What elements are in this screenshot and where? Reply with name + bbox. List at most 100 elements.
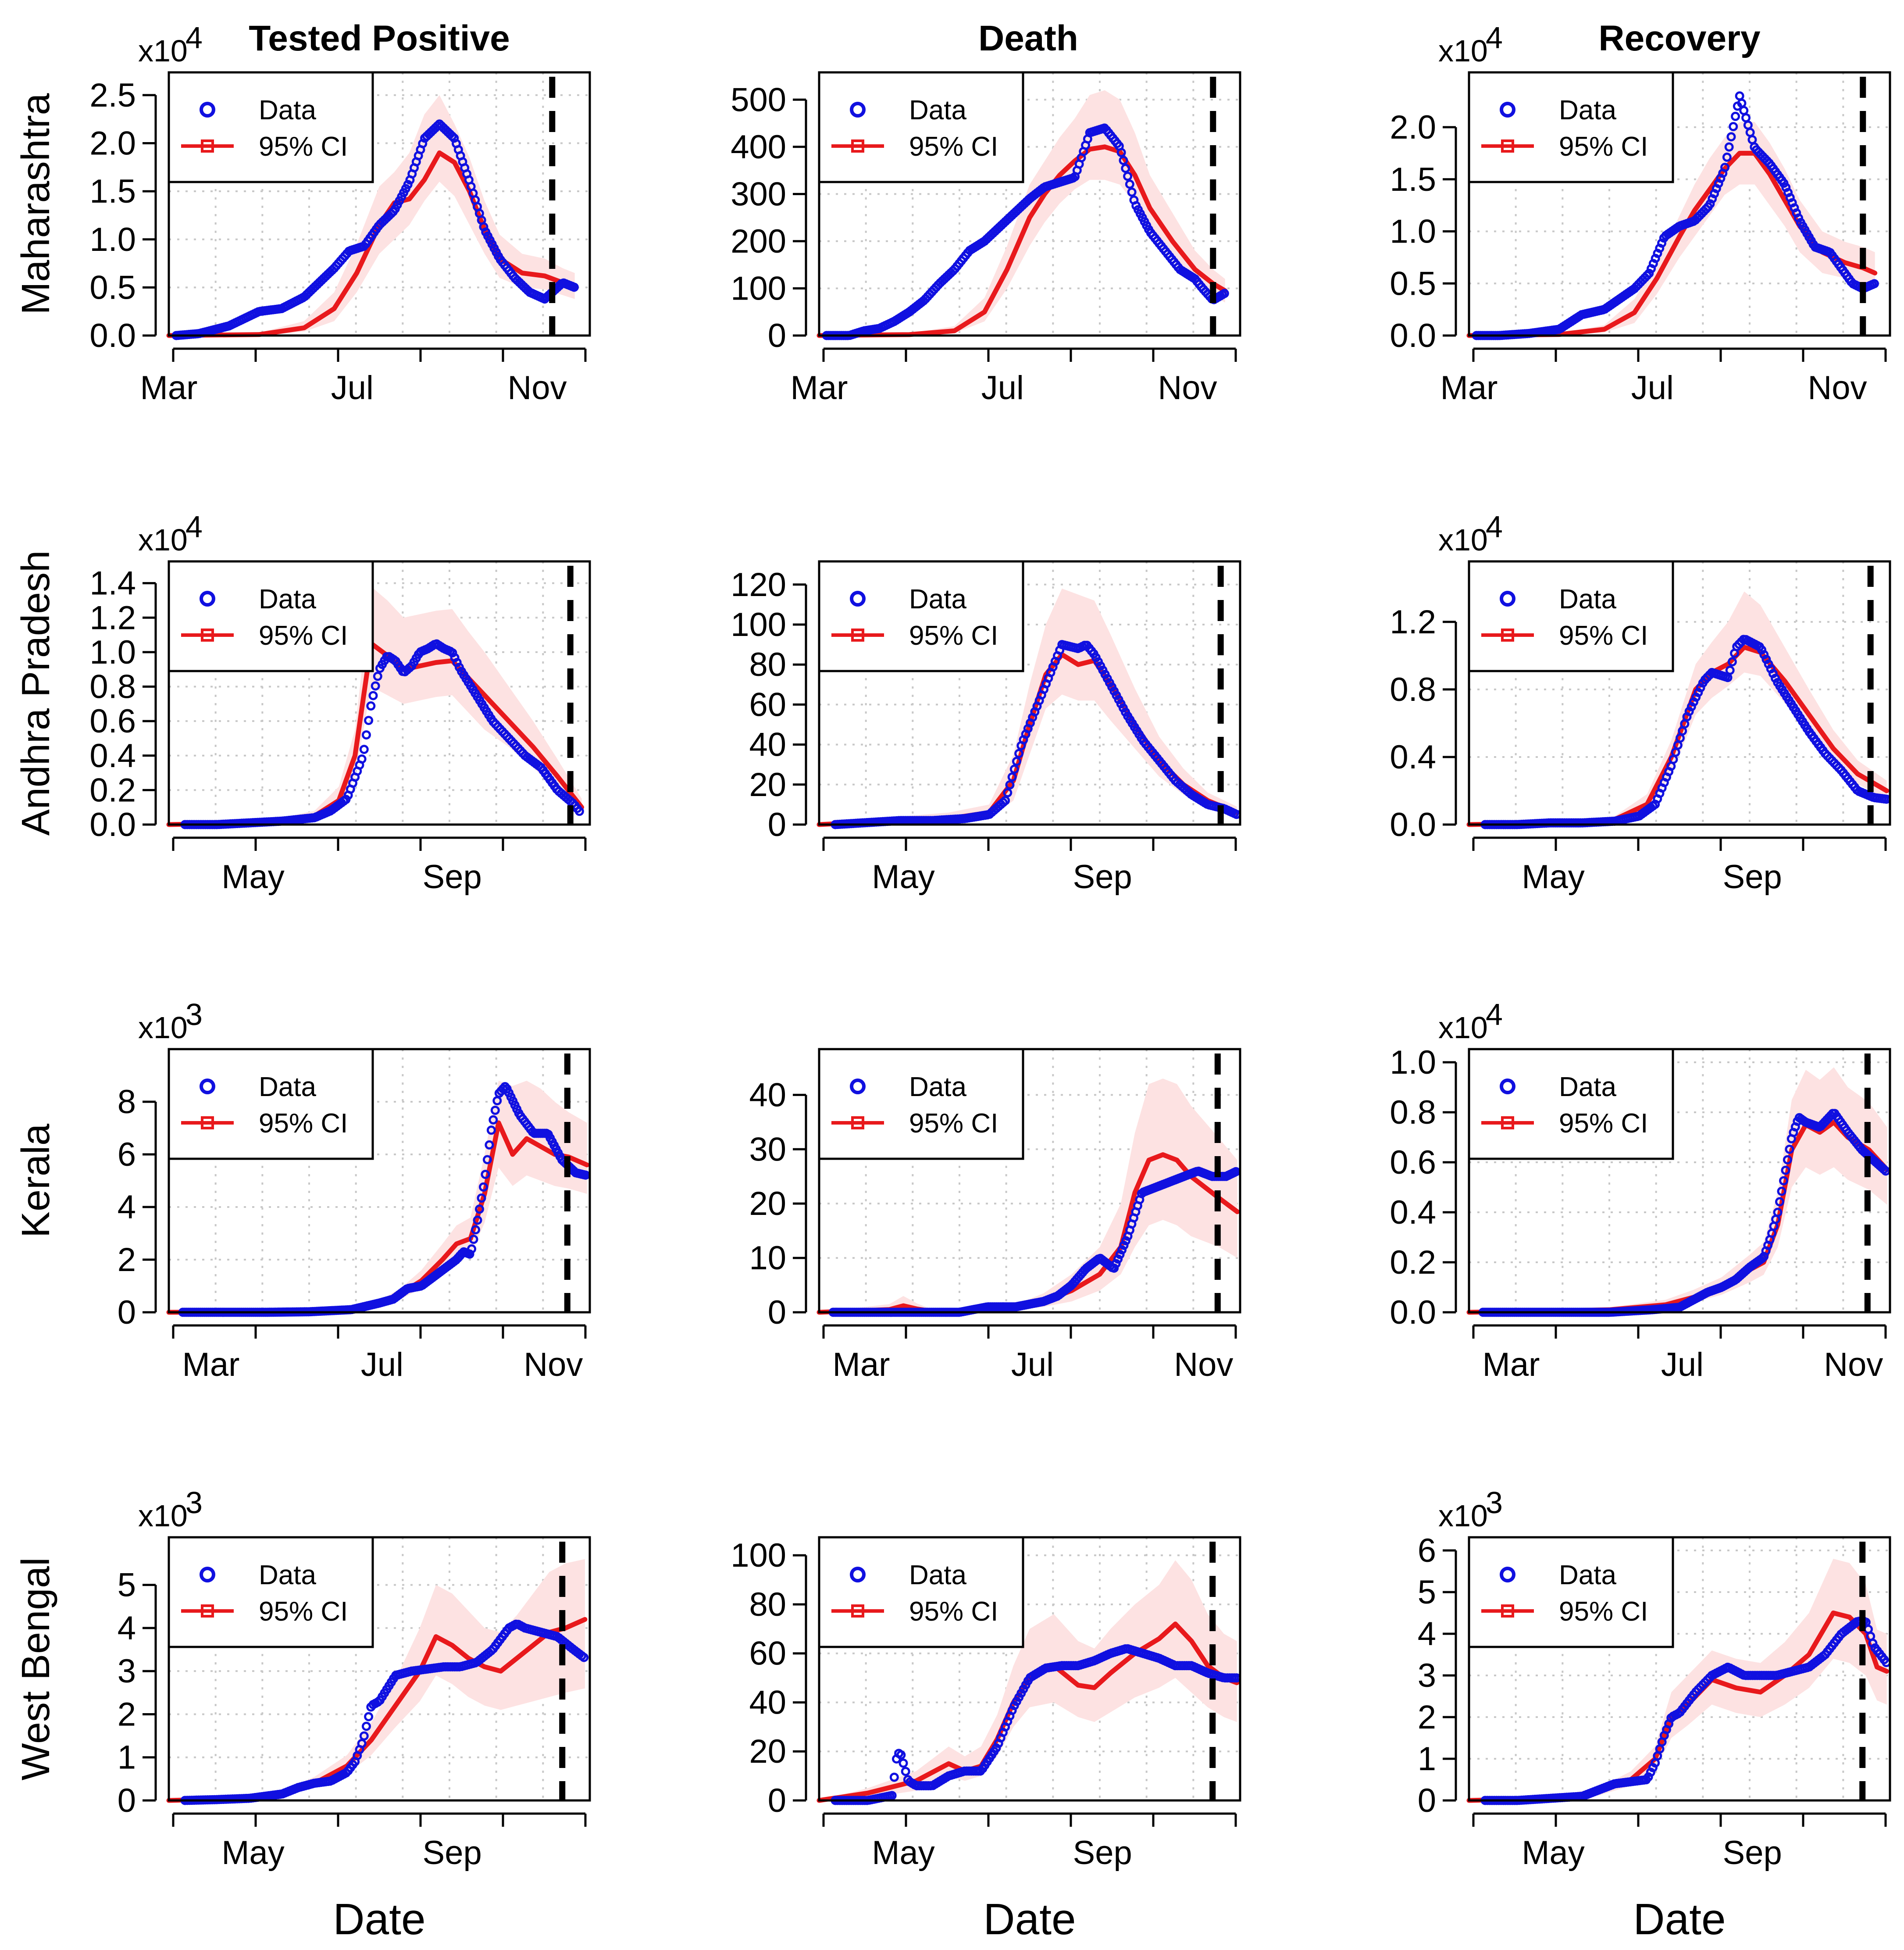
data-point — [368, 691, 378, 700]
data-point — [889, 1772, 899, 1782]
y-axis: 0 20 40 60 80 100 — [731, 1537, 807, 1819]
legend-box — [1468, 71, 1674, 183]
y-tick-label: 4 — [118, 1189, 136, 1226]
x-tick-label: Jul — [361, 1346, 403, 1383]
data-point — [901, 1767, 910, 1776]
y-tick-label: 0.8 — [1390, 1094, 1436, 1131]
x-tick-label: Jul — [1661, 1346, 1704, 1383]
y-tick-label: 1.0 — [1390, 213, 1436, 250]
y-scale-exponent: 4 — [185, 510, 203, 544]
y-tick-label: 2 — [1418, 1699, 1436, 1736]
plot-frame — [818, 560, 1241, 826]
x-axis: May Sep — [1472, 1812, 1887, 1871]
y-tick-label: 60 — [749, 686, 786, 723]
y-tick-label: 80 — [749, 1586, 786, 1623]
y-axis: 0.0 0.4 0.8 1.2 — [1390, 604, 1457, 843]
legend: Data 95% CI — [1468, 1048, 1674, 1160]
legend-ci-symbol — [1501, 1604, 1514, 1618]
y-tick-label: 0.2 — [89, 771, 136, 809]
y-tick-label: 40 — [749, 726, 786, 764]
y-tick-label: 0.4 — [1390, 1194, 1436, 1231]
y-tick-label: 0 — [768, 806, 786, 843]
data-point — [467, 1244, 477, 1254]
legend-ci-symbol — [201, 1116, 214, 1129]
legend-data-symbol — [200, 1079, 215, 1094]
legend-data-symbol — [1500, 591, 1515, 607]
y-axis: 0.00.20.40.60.81.01.21.4 — [89, 565, 157, 843]
data-point — [359, 1731, 369, 1741]
y-tick-label: 6 — [1418, 1532, 1436, 1569]
y-tick-label: 0.4 — [89, 737, 136, 775]
y-axis: 0.0 0.5 1.0 1.5 2.0 2.5 — [89, 77, 157, 354]
x-tick-label: Mar — [140, 369, 198, 407]
y-tick-label: 0 — [1418, 1782, 1436, 1819]
ci-band — [1469, 1559, 1887, 1800]
data-point — [899, 1758, 908, 1768]
data-point — [486, 1125, 496, 1135]
row-label-kerala: Kerala — [14, 1123, 58, 1238]
x-axis: May Sep — [1472, 836, 1887, 896]
data-point — [366, 701, 376, 711]
data-point — [1725, 665, 1735, 675]
ci-band — [819, 1079, 1237, 1312]
data-point — [1735, 91, 1744, 101]
data-point — [1773, 1207, 1783, 1217]
data-point — [1119, 156, 1128, 165]
ci-band — [169, 586, 582, 825]
x-tick-label: Nov — [1824, 1346, 1883, 1383]
y-tick-label: 1.4 — [89, 565, 136, 602]
x-axis: Mar Jul Nov — [1472, 1324, 1887, 1383]
y-tick-label: 20 — [749, 1733, 786, 1770]
x-tick-label: Mar — [1483, 1346, 1540, 1383]
y-tick-label: 1.0 — [1390, 1044, 1436, 1081]
column-title-recovery: Recovery — [1598, 18, 1761, 58]
plot-frame — [168, 1536, 591, 1802]
legend-ci-symbol — [201, 1604, 214, 1618]
legend-ci-label: 95% CI — [259, 1108, 348, 1139]
data-point — [1737, 98, 1747, 108]
x-tick-label: Sep — [1723, 858, 1782, 896]
x-axis-title: Date — [983, 1895, 1076, 1944]
y-tick-label: 10 — [749, 1239, 786, 1277]
legend-box — [818, 1048, 1024, 1160]
data-point — [371, 681, 380, 691]
data-point — [1729, 122, 1738, 132]
x-tick-label: Mar — [182, 1346, 240, 1383]
legend-data-symbol — [850, 102, 866, 118]
y-tick-label: 0.5 — [1390, 265, 1436, 302]
data-point — [887, 1791, 897, 1800]
data-point — [1785, 1144, 1794, 1154]
y-tick-label: 30 — [749, 1131, 786, 1168]
y-axis: 0 2 4 6 8 — [118, 1083, 157, 1331]
y-tick-label: 0.6 — [89, 703, 136, 740]
x-tick-label: Mar — [833, 1346, 890, 1383]
legend-data-label: Data — [909, 584, 966, 614]
legend: Data 95% CI — [1468, 1536, 1674, 1648]
y-tick-label: 1.0 — [89, 634, 136, 671]
x-axis-title: Date — [333, 1895, 425, 1944]
legend: Data 95% CI — [168, 1536, 374, 1648]
y-axis: 0.0 0.2 0.4 0.6 0.8 1.0 — [1390, 1044, 1457, 1331]
legend-data-symbol — [200, 102, 215, 118]
data-series — [1480, 635, 1891, 829]
y-tick-label: 0.6 — [1390, 1144, 1436, 1181]
legend-ci-label: 95% CI — [259, 132, 348, 162]
data-point — [1739, 106, 1749, 115]
y-tick-label: 40 — [749, 1684, 786, 1721]
x-tick-label: Nov — [1158, 369, 1217, 407]
y-tick-label: 1.2 — [1390, 604, 1436, 641]
legend: Data 95% CI — [1468, 560, 1674, 672]
y-tick-label: 0.4 — [1390, 739, 1436, 776]
y-tick-label: 0 — [768, 1294, 786, 1331]
y-tick-label: 0.8 — [1390, 671, 1436, 708]
data-point — [1781, 1165, 1790, 1175]
y-tick-label: 0.0 — [1390, 317, 1436, 354]
y-scale-base: x10 — [138, 523, 188, 557]
x-tick-label: Nov — [524, 1346, 583, 1383]
legend-box — [1468, 1048, 1674, 1160]
